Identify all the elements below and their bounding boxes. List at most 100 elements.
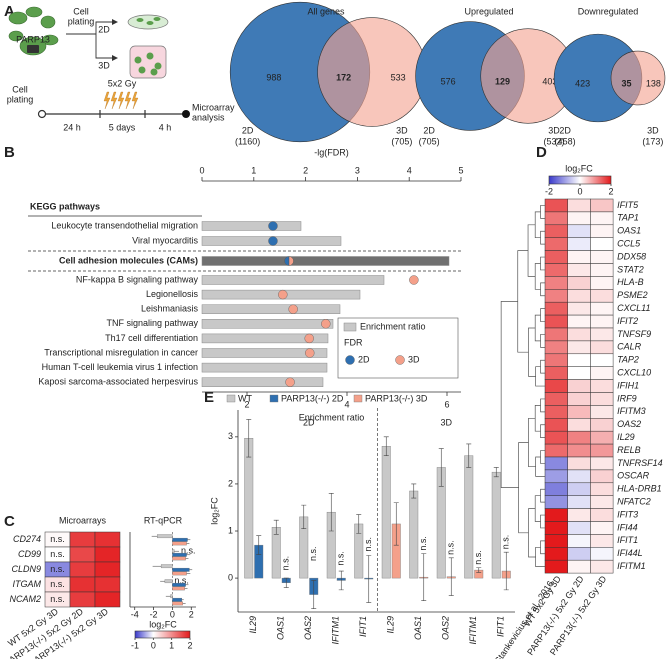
row-label: IFITM1 xyxy=(617,561,646,571)
category-label: NF-kappa B signaling pathway xyxy=(76,274,199,284)
heatmap-cell xyxy=(590,379,614,393)
heatmap-cell xyxy=(567,289,591,303)
heatmap-cell xyxy=(590,301,614,316)
cell-annotation: n.s. xyxy=(50,594,65,604)
venn-set-name: 3D xyxy=(647,125,659,135)
heatmap-cell xyxy=(590,353,614,367)
error-bar xyxy=(366,555,372,603)
radiation-icon xyxy=(110,91,118,110)
heatmap-cell xyxy=(590,327,614,342)
venn-set xyxy=(610,50,666,106)
colorbar-tick-label: -1 xyxy=(131,640,139,650)
cell-icon xyxy=(8,30,24,42)
category-label: Cell adhesion molecules (CAMs) xyxy=(59,255,198,265)
heatmap-cell xyxy=(544,508,568,522)
y-tick-label: 0 xyxy=(228,572,233,582)
heatmap-cell xyxy=(544,418,568,432)
row-label: PSME2 xyxy=(617,290,648,300)
category-label: Leukocyte transendothelial migration xyxy=(51,220,198,230)
venn-set-total: (458) xyxy=(555,136,576,146)
dose-label: 5x2 Gy xyxy=(108,78,137,88)
legend-label: 3D xyxy=(408,354,420,364)
cell-icon xyxy=(25,6,43,18)
bar xyxy=(172,556,186,561)
radiation-icon xyxy=(117,91,125,110)
bar xyxy=(201,319,334,329)
bar xyxy=(172,552,187,557)
spheroid-icon xyxy=(154,62,162,70)
heatmap-cell xyxy=(590,263,614,277)
colorbar-tick-label: 0 xyxy=(151,640,156,650)
heatmap-cell xyxy=(590,559,614,574)
x-tick-label: 0 xyxy=(170,609,175,619)
fdr-dot xyxy=(285,377,295,387)
row-label: IFI44 xyxy=(617,522,638,532)
heatmap-cell xyxy=(94,561,121,578)
error-bar xyxy=(393,502,399,546)
error-bar xyxy=(448,557,454,596)
colorbar-tick-label: 2 xyxy=(608,186,613,196)
step-label: 24 h xyxy=(63,122,81,132)
heatmap-cell xyxy=(567,508,591,522)
row-label: CD274 xyxy=(13,534,41,544)
heatmap-cell xyxy=(590,534,614,548)
timeline-start xyxy=(37,109,47,119)
heatmap-cell xyxy=(69,561,96,578)
error-bar xyxy=(356,514,362,534)
venn-count: 403 xyxy=(542,76,557,86)
bar xyxy=(271,527,281,579)
heatmap-cell xyxy=(567,534,591,548)
bar xyxy=(201,362,328,373)
radiation-icon xyxy=(103,91,111,110)
error-bar xyxy=(411,483,417,499)
bar-annotation: n.s. xyxy=(363,537,373,552)
heatmap-cell xyxy=(590,224,614,238)
x-tick-label: IFITM1 xyxy=(331,616,341,645)
bar xyxy=(172,597,183,602)
heatmap-cell xyxy=(544,495,568,509)
heatmap-cell xyxy=(544,276,568,290)
category-label: Transcriptional misregulation in cancer xyxy=(44,347,198,357)
row-label: OAS1 xyxy=(617,226,641,236)
heatmap-cell xyxy=(544,534,568,548)
bar xyxy=(201,333,329,344)
heatmap-cell xyxy=(590,547,614,561)
bar xyxy=(201,348,328,358)
fdr-dot xyxy=(288,256,294,266)
heatmap-cell xyxy=(567,482,591,496)
legend-swatch xyxy=(395,355,405,365)
plating-label: Cell xyxy=(73,6,89,16)
error-bar xyxy=(311,580,317,610)
heatmap-cell xyxy=(567,353,591,367)
bar xyxy=(172,601,183,606)
bar-annotation: n.s. xyxy=(308,546,318,561)
legend-swatch xyxy=(343,322,357,332)
row-label: STAT2 xyxy=(617,264,644,274)
venn-count: 129 xyxy=(495,76,510,86)
heatmap-cell xyxy=(590,314,614,329)
heatmap-cell xyxy=(567,198,591,213)
mode-label: 3D xyxy=(98,60,110,70)
step-label: 5 days xyxy=(109,122,136,132)
heatmap-cell xyxy=(567,314,591,329)
fdr-dot xyxy=(268,221,278,231)
venn-title: All genes xyxy=(307,6,345,16)
legend-swatch xyxy=(226,394,236,403)
heatmap-cell xyxy=(544,559,568,574)
heatmap-cell xyxy=(590,456,614,471)
x-tick-label: IFIT1 xyxy=(496,616,506,637)
fdr-dot xyxy=(321,319,331,329)
heatmap-cell xyxy=(567,211,591,226)
heatmap-cell xyxy=(590,443,614,458)
venn-count: 423 xyxy=(575,78,590,88)
x-tick-label: IL29 xyxy=(248,616,258,634)
row-label: IFITM3 xyxy=(617,406,646,416)
heatmap-cell xyxy=(567,443,591,458)
spheroid-icon xyxy=(150,68,158,76)
heatmap-cell xyxy=(544,198,568,213)
nucleus-icon xyxy=(27,45,39,53)
fdr-dot xyxy=(268,236,278,246)
end-label: Microarray xyxy=(192,102,235,112)
row-label: RELB xyxy=(617,445,641,455)
heatmap-cell xyxy=(94,531,121,548)
